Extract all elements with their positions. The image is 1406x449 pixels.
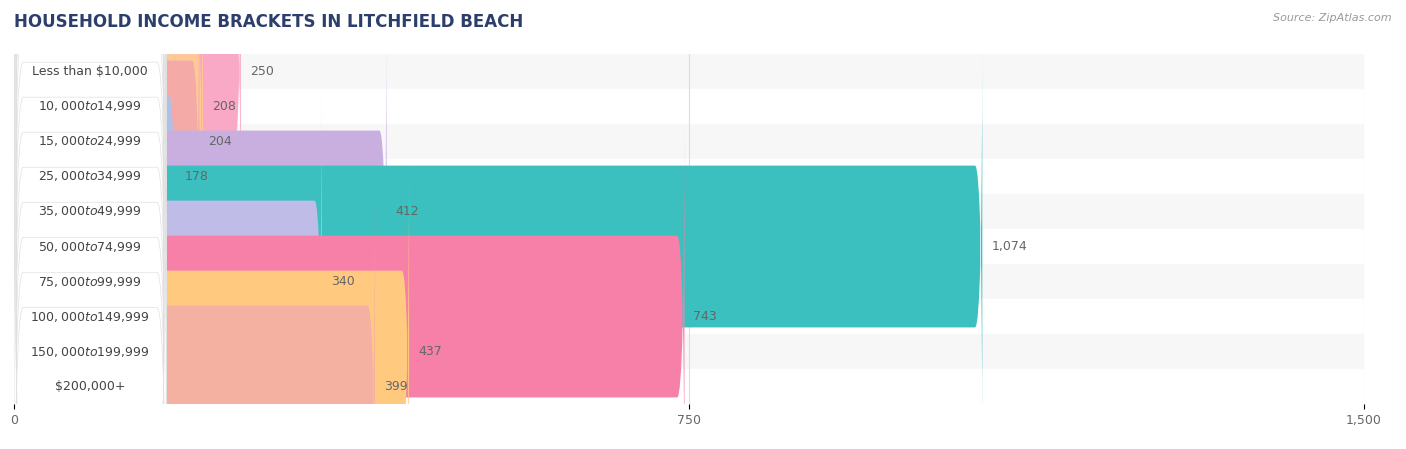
Text: 208: 208 xyxy=(212,100,236,113)
FancyBboxPatch shape xyxy=(14,0,166,449)
FancyBboxPatch shape xyxy=(13,12,387,411)
Text: 340: 340 xyxy=(330,275,354,288)
Text: $75,000 to $99,999: $75,000 to $99,999 xyxy=(38,274,142,289)
FancyBboxPatch shape xyxy=(13,47,983,446)
Text: Source: ZipAtlas.com: Source: ZipAtlas.com xyxy=(1274,13,1392,23)
FancyBboxPatch shape xyxy=(13,0,200,341)
FancyBboxPatch shape xyxy=(14,116,166,449)
Text: $15,000 to $24,999: $15,000 to $24,999 xyxy=(38,134,142,149)
Text: 412: 412 xyxy=(395,205,419,218)
FancyBboxPatch shape xyxy=(14,46,166,449)
Text: $150,000 to $199,999: $150,000 to $199,999 xyxy=(31,344,150,359)
FancyBboxPatch shape xyxy=(14,0,166,342)
Bar xyxy=(14,299,1364,334)
Bar xyxy=(14,89,1364,124)
FancyBboxPatch shape xyxy=(13,0,202,306)
Text: 1,074: 1,074 xyxy=(991,240,1026,253)
Text: 204: 204 xyxy=(208,135,232,148)
FancyBboxPatch shape xyxy=(13,0,240,271)
Text: $25,000 to $34,999: $25,000 to $34,999 xyxy=(38,169,142,184)
Text: 250: 250 xyxy=(250,65,274,78)
FancyBboxPatch shape xyxy=(14,0,166,412)
Text: HOUSEHOLD INCOME BRACKETS IN LITCHFIELD BEACH: HOUSEHOLD INCOME BRACKETS IN LITCHFIELD … xyxy=(14,13,523,31)
Text: 399: 399 xyxy=(384,380,408,393)
FancyBboxPatch shape xyxy=(13,117,685,449)
Bar xyxy=(14,194,1364,229)
FancyBboxPatch shape xyxy=(14,0,166,377)
Text: $50,000 to $74,999: $50,000 to $74,999 xyxy=(38,239,142,254)
FancyBboxPatch shape xyxy=(14,0,166,449)
Bar xyxy=(14,124,1364,159)
Text: $200,000+: $200,000+ xyxy=(55,380,125,393)
FancyBboxPatch shape xyxy=(13,152,409,449)
Bar xyxy=(14,334,1364,369)
FancyBboxPatch shape xyxy=(13,0,176,376)
FancyBboxPatch shape xyxy=(14,81,166,449)
Text: Less than $10,000: Less than $10,000 xyxy=(32,65,148,78)
Bar xyxy=(14,229,1364,264)
FancyBboxPatch shape xyxy=(13,187,375,449)
Text: 178: 178 xyxy=(186,170,209,183)
Text: 743: 743 xyxy=(693,310,717,323)
Bar xyxy=(14,264,1364,299)
FancyBboxPatch shape xyxy=(13,82,322,449)
Bar xyxy=(14,159,1364,194)
Text: $10,000 to $14,999: $10,000 to $14,999 xyxy=(38,99,142,114)
Text: $100,000 to $149,999: $100,000 to $149,999 xyxy=(31,309,150,324)
Text: 437: 437 xyxy=(418,345,441,358)
Bar xyxy=(14,54,1364,89)
FancyBboxPatch shape xyxy=(14,11,166,449)
Bar xyxy=(14,369,1364,404)
FancyBboxPatch shape xyxy=(14,0,166,447)
Text: $35,000 to $49,999: $35,000 to $49,999 xyxy=(38,204,142,219)
